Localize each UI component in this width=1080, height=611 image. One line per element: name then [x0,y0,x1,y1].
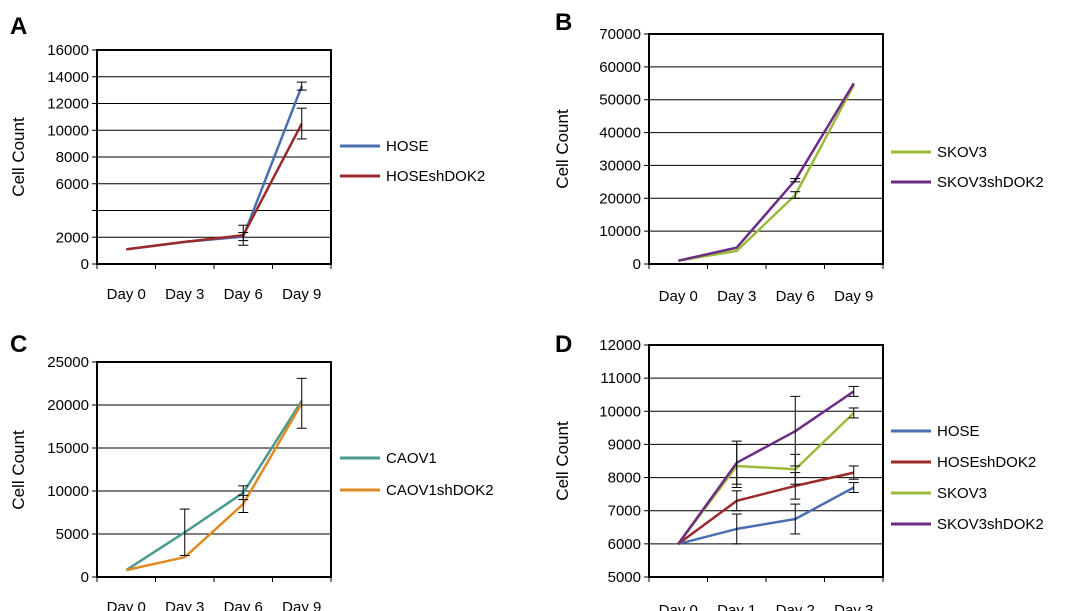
legend-label: SKOV3 [937,485,987,502]
series-line [126,123,303,251]
x-tick-label: Day 0 [107,286,146,303]
x-tick-label: Day 9 [282,286,321,303]
legend-label: SKOV3shDOK2 [937,174,1044,191]
y-tick-label: 2000 [56,229,89,246]
y-tick-label: 12000 [599,337,641,354]
series-line [126,402,303,572]
legend-label: SKOV3shDOK2 [937,516,1044,533]
series-line [677,390,855,545]
y-tick-label: 0 [81,569,89,586]
legend-label: CAOV1 [386,450,437,467]
y-tick-label: 10000 [599,223,641,240]
chart-panel-d: D 5000 6000 7000 8000 9000 10000 11000 12000 Day … [553,331,1044,611]
y-tick-label: 9000 [608,436,641,453]
y-tick-label: 7000 [608,503,641,520]
y-tick-label: 40000 [599,125,641,142]
y-tick-label: 11000 [600,370,641,387]
panel-letter: B [555,9,572,36]
chart-panel-a: A 0 2000 6000 8000 10000 12000 14000 16000 Day 0 D… [9,13,485,303]
x-tick-label: Day 6 [776,288,815,305]
legend-label: HOSE [386,138,429,155]
y-tick-label: 6000 [608,536,641,553]
y-tick-label: 10000 [47,483,89,500]
plot-frame [648,33,884,265]
chart-panel-b: B 0 10000 20000 30000 40000 50000 60000 70000 Day… [553,9,1044,305]
y-tick-label: 20000 [599,190,641,207]
y-axis-label: Cell Count [553,109,572,189]
chart-panel-c: C 0 5000 10000 15000 20000 25000 Day 0 Day 3 Day … [9,331,494,611]
x-tick-label: Day 9 [834,288,873,305]
y-tick-label: 5000 [608,569,641,586]
series-line [678,82,855,262]
x-tick-label: Day 6 [224,286,263,303]
y-tick-label: 15000 [47,440,89,457]
x-tick-label: Day 3 [834,602,873,611]
panel-letter: C [10,331,27,358]
panel-letter: D [555,331,572,358]
legend-label: HOSE [937,423,980,440]
legend-label: HOSEshDOK2 [937,454,1036,471]
x-tick-label: Day 0 [107,599,146,611]
y-tick-label: 25000 [47,354,89,371]
x-tick-label: Day 9 [282,599,321,611]
y-tick-label: 5000 [56,526,89,543]
y-axis-label: Cell Count [9,117,28,197]
y-tick-label: 12000 [47,96,89,113]
series-line [678,84,855,262]
y-tick-label: 0 [633,256,641,273]
plot-frame [96,361,332,578]
y-axis-label: Cell Count [9,430,28,510]
x-tick-label: Day 2 [776,602,815,611]
series-line [126,85,303,251]
x-tick-label: Day 6 [224,599,263,611]
y-tick-label: 8000 [608,470,641,487]
series-line [677,486,855,546]
panel-letter: A [10,13,27,40]
x-tick-label: Day 1 [717,602,756,611]
y-tick-label: 0 [81,256,89,273]
y-tick-label: 70000 [599,26,641,43]
y-tick-label: 10000 [599,403,641,420]
x-tick-label: Day 3 [165,286,204,303]
series-line [677,471,855,545]
legend-label: CAOV1shDOK2 [386,482,494,499]
x-tick-label: Day 0 [659,288,698,305]
y-tick-label: 50000 [599,92,641,109]
y-tick-label: 6000 [56,176,89,193]
x-tick-label: Day 3 [165,599,204,611]
x-tick-label: Day 3 [717,288,756,305]
legend-label: HOSEshDOK2 [386,168,485,185]
y-tick-label: 10000 [47,122,89,139]
y-tick-label: 14000 [47,69,89,86]
x-tick-label: Day 0 [659,602,698,611]
y-tick-label: 60000 [599,59,641,76]
y-tick-label: 30000 [599,157,641,174]
y-tick-label: 20000 [47,397,89,414]
y-axis-label: Cell Count [553,421,572,501]
y-tick-label: 8000 [56,149,89,166]
y-tick-label: 16000 [47,42,89,59]
series-line [125,400,303,572]
legend-label: SKOV3 [937,144,987,161]
